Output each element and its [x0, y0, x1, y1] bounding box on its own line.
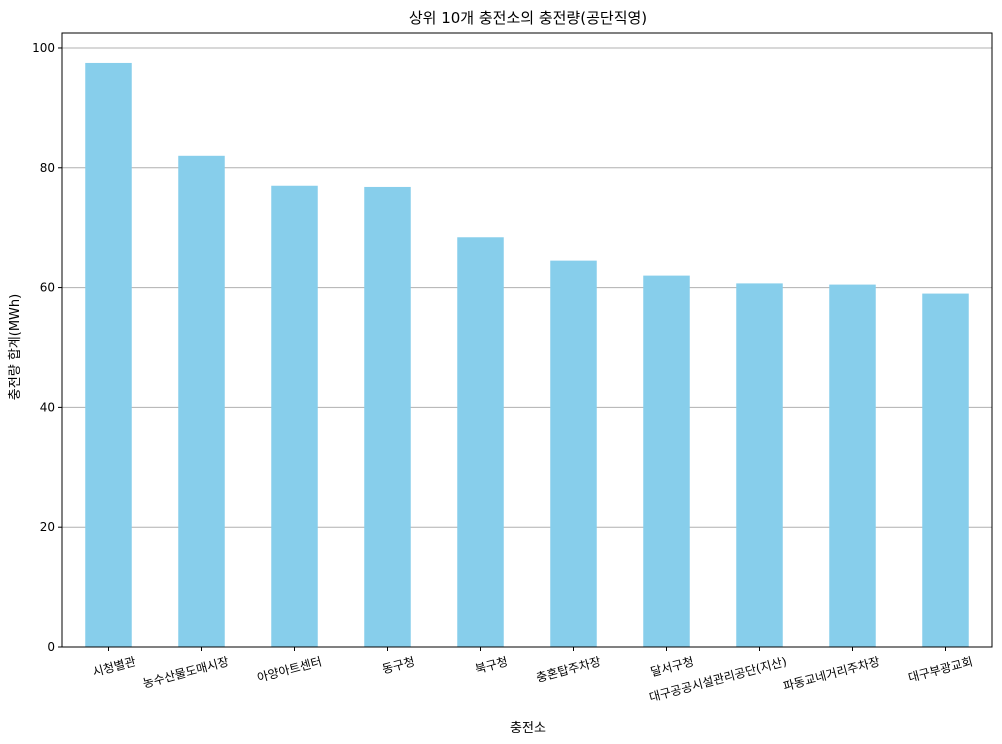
x-tick-label: 충혼탑주차장 [535, 654, 603, 685]
bar [85, 62, 132, 647]
x-axis-label: 충전소 [510, 721, 546, 736]
y-tick-label: 80 [40, 161, 55, 175]
y-tick-label: 0 [47, 640, 55, 654]
bar [736, 283, 783, 647]
x-tick-label: 달서구청 [649, 654, 695, 679]
y-axis-ticks: 0 20 40 60 80 100 [32, 41, 62, 654]
x-tick-label: 북구청 [474, 654, 510, 676]
bar [178, 155, 225, 648]
bar [364, 186, 411, 647]
x-tick-label: 동구청 [381, 654, 417, 676]
x-axis-ticks: 시청별관 농수산물도매시장 아양아트센터 동구청 북구청 충혼탑주차장 달서구청대구공공시설… [91, 647, 974, 705]
y-tick-label: 60 [40, 281, 55, 295]
chart-title: 상위 10개 충전소의 충전량(공단직영) [409, 9, 647, 27]
y-tick-label: 100 [32, 41, 55, 55]
x-tick-label: 대구부광교회 [907, 654, 975, 685]
bar [271, 185, 318, 647]
bar [550, 260, 597, 647]
x-tick-label: 파동교네거리주차장 [782, 654, 882, 693]
bars [85, 62, 969, 648]
x-tick-label: 시청별관 [91, 654, 137, 679]
bar [922, 293, 969, 647]
y-tick-label: 40 [40, 400, 55, 414]
bar [643, 275, 690, 647]
y-tick-label: 20 [40, 520, 55, 534]
plot-frame [61, 32, 993, 648]
bar [457, 237, 504, 647]
x-tick-label: 농수산물도매시장 [141, 654, 230, 690]
x-tick-label: 아양아트센터 [256, 654, 324, 685]
bar [829, 284, 876, 647]
y-axis-label: 충전량 합계(MWh) [8, 294, 23, 400]
